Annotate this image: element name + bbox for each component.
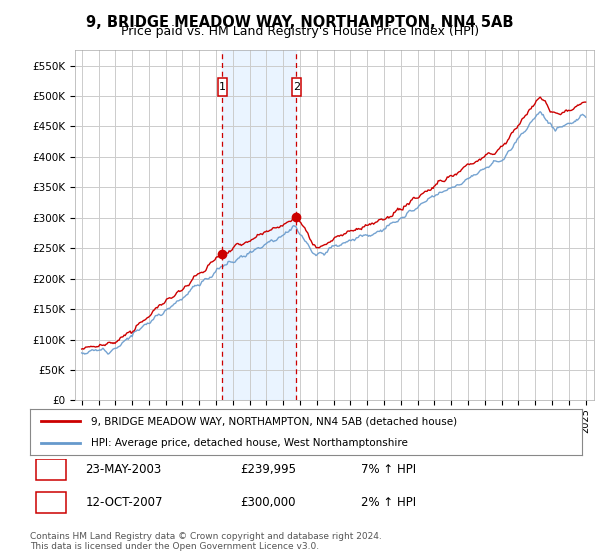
Text: £300,000: £300,000 bbox=[240, 496, 295, 509]
FancyBboxPatch shape bbox=[292, 78, 301, 96]
Text: 1: 1 bbox=[219, 82, 226, 92]
Text: Contains HM Land Registry data © Crown copyright and database right 2024.
This d: Contains HM Land Registry data © Crown c… bbox=[30, 532, 382, 552]
Text: 23-MAY-2003: 23-MAY-2003 bbox=[85, 463, 161, 476]
Text: 7% ↑ HPI: 7% ↑ HPI bbox=[361, 463, 416, 476]
Text: 12-OCT-2007: 12-OCT-2007 bbox=[85, 496, 163, 509]
FancyBboxPatch shape bbox=[35, 459, 66, 480]
Text: 2% ↑ HPI: 2% ↑ HPI bbox=[361, 496, 416, 509]
Text: HPI: Average price, detached house, West Northamptonshire: HPI: Average price, detached house, West… bbox=[91, 438, 407, 448]
Text: 2: 2 bbox=[293, 82, 300, 92]
FancyBboxPatch shape bbox=[218, 78, 227, 96]
Text: 2: 2 bbox=[47, 496, 55, 509]
Text: Price paid vs. HM Land Registry's House Price Index (HPI): Price paid vs. HM Land Registry's House … bbox=[121, 25, 479, 38]
Text: 9, BRIDGE MEADOW WAY, NORTHAMPTON, NN4 5AB (detached house): 9, BRIDGE MEADOW WAY, NORTHAMPTON, NN4 5… bbox=[91, 416, 457, 426]
FancyBboxPatch shape bbox=[35, 492, 66, 513]
Text: 9, BRIDGE MEADOW WAY, NORTHAMPTON, NN4 5AB: 9, BRIDGE MEADOW WAY, NORTHAMPTON, NN4 5… bbox=[86, 15, 514, 30]
Bar bbox=[223, 50, 296, 400]
Text: 1: 1 bbox=[47, 463, 55, 476]
Text: £239,995: £239,995 bbox=[240, 463, 296, 476]
